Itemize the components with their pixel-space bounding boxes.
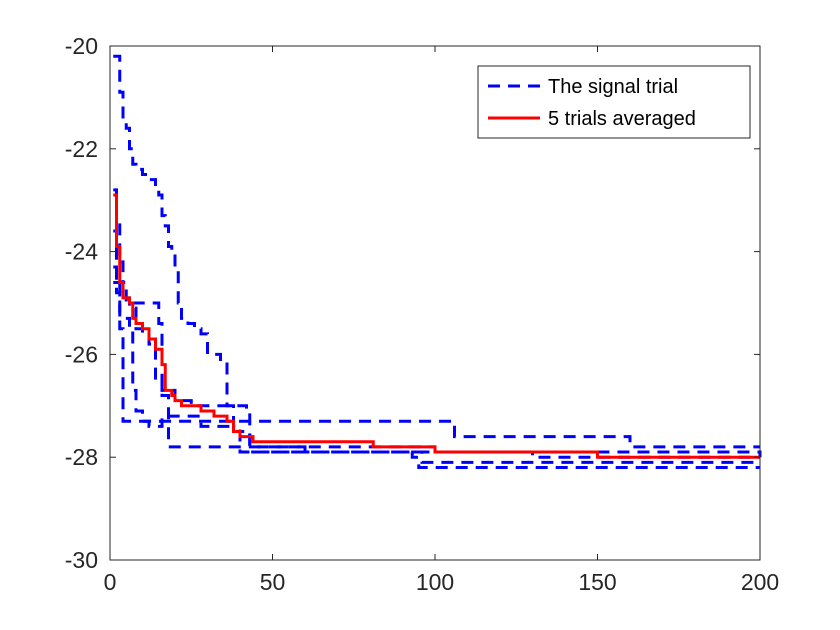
series-layer xyxy=(113,54,762,469)
trial-series-line-4 xyxy=(113,265,760,449)
trial-series-line-1 xyxy=(113,54,762,458)
y-tick-label: -22 xyxy=(65,136,98,162)
x-tick-label: 100 xyxy=(416,569,454,595)
averaged-series-line xyxy=(113,193,760,459)
legend: The signal trial 5 trials averaged xyxy=(477,65,751,139)
trial-series-line-3 xyxy=(113,188,760,469)
y-tick-label: -28 xyxy=(65,444,98,470)
y-tick-label: -26 xyxy=(65,341,98,367)
y-tick-label: -30 xyxy=(65,547,98,573)
x-tick-label: 200 xyxy=(741,569,779,595)
trial-series-line-2 xyxy=(113,229,760,464)
y-tick-label: -20 xyxy=(65,33,98,59)
x-tick-label: 150 xyxy=(578,569,616,595)
legend-label-averaged: 5 trials averaged xyxy=(548,108,696,130)
trial-series-line-5 xyxy=(113,280,760,459)
x-tick-label: 0 xyxy=(104,569,117,595)
x-tick-label: 50 xyxy=(260,569,286,595)
y-tick-label: -24 xyxy=(65,239,98,265)
axis-ticks: 0 50 100 150 200 -20 -22 -24 -26 -28 -30 xyxy=(65,33,779,595)
legend-box xyxy=(477,65,751,139)
legend-label-signal-trial: The signal trial xyxy=(548,76,678,98)
